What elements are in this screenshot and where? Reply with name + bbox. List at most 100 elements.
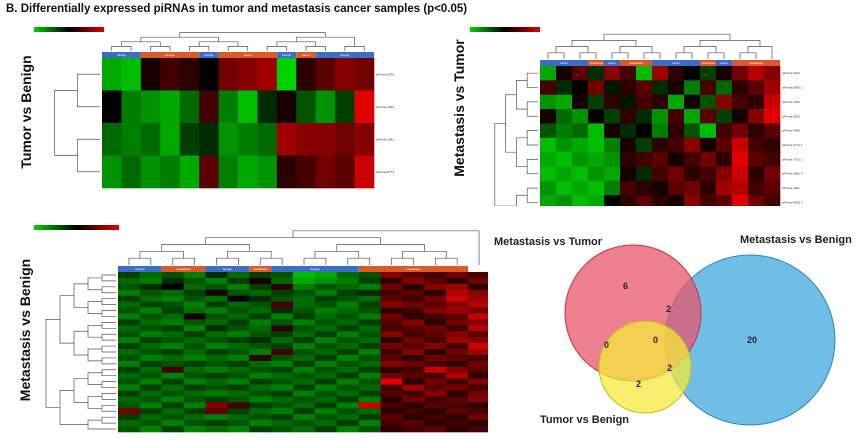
heatmap-cell [118, 325, 141, 332]
heatmap-cell [748, 137, 765, 153]
heatmap-cell [139, 301, 163, 308]
column-dendrogram-branch [179, 32, 326, 38]
heatmap-cell [249, 372, 272, 379]
heatmap-metastasis-vs-benign: benign metastasis benign metastasis benign me… [45, 230, 488, 433]
heatmap-cell [380, 331, 403, 338]
sample-group-bar [732, 60, 780, 66]
heatmap-cell [402, 289, 425, 297]
heatmap-cell [271, 420, 294, 427]
sample-group-bar [540, 60, 588, 66]
heatmap-cell [293, 366, 316, 374]
heatmap-cell [118, 378, 141, 385]
heatmap-cell [588, 80, 605, 96]
heatmap-cell [139, 426, 163, 433]
row-dendrogram-branch [101, 298, 116, 305]
sample-group-label: benign [282, 53, 291, 57]
heatmap-cell [271, 378, 294, 385]
heatmap-cell [139, 384, 163, 391]
heatmap-cell [118, 354, 141, 362]
heatmap-cell [668, 80, 685, 96]
heatmap-cell [249, 420, 272, 427]
heatmap-cell [205, 289, 228, 297]
sample-group-label: benign [204, 53, 213, 57]
heatmap-cell [335, 90, 355, 124]
heatmap-cell [588, 195, 605, 206]
heatmap-cell [205, 331, 228, 338]
column-dendrogram-branch [347, 257, 370, 265]
row-dendrogram-branch [101, 369, 116, 377]
sample-group-label: benign [340, 53, 349, 57]
heatmap-cell [227, 426, 250, 433]
heatmap-cell [161, 343, 184, 350]
column-dendrogram-branch [139, 250, 184, 259]
heatmap-cell [271, 283, 294, 291]
heatmap-cell [183, 384, 206, 391]
heatmap-cell [446, 325, 469, 332]
heatmap-cell [205, 384, 228, 391]
column-dendrogram-branch [675, 52, 693, 59]
row-dendrogram-branch [101, 345, 116, 353]
row-dendrogram-branch [76, 73, 100, 108]
heatmap-cell [315, 155, 336, 189]
heatmap-cell [652, 94, 669, 110]
heatmap-cell [556, 123, 573, 139]
heatmap-cell [636, 166, 653, 182]
heatmap-cell [227, 283, 250, 291]
heatmap-cell [380, 272, 403, 279]
heatmap-cell [424, 337, 447, 344]
heatmap-cell [161, 349, 184, 356]
heatmap-cell [271, 426, 294, 433]
heatmap-cell [102, 155, 122, 189]
heatmap-cell [139, 366, 163, 374]
heatmap-cell [161, 283, 184, 291]
heatmap-cell [636, 152, 653, 167]
heatmap-cell [183, 420, 206, 427]
heatmap-cell [227, 384, 250, 391]
heatmap-cell [271, 372, 294, 379]
heatmap-cell [572, 152, 589, 167]
heatmap-cell [358, 420, 381, 427]
heatmap-cell [604, 94, 621, 110]
heatmap-cell [249, 354, 272, 362]
heatmap-cell [161, 420, 184, 427]
heatmap-cell [424, 408, 447, 415]
heatmap-cell [402, 283, 425, 291]
heatmap-cell [249, 408, 272, 415]
heatmap-cell [700, 94, 717, 110]
heatmap-cell [336, 384, 360, 391]
row-dendrogram-branch [101, 357, 116, 365]
heatmap-cell [604, 152, 621, 167]
venn-count-mb-tb: 2 [667, 363, 672, 373]
heatmap-cell [380, 289, 403, 297]
heatmap-cell [336, 319, 360, 326]
heatmap-cell [293, 402, 316, 409]
heatmap-cell [336, 277, 360, 285]
column-dendrogram-branch [336, 244, 425, 252]
heatmap-cell [380, 325, 403, 332]
heatmap-cell [205, 301, 228, 308]
heatmap-cell [748, 152, 765, 167]
heatmap-cell [446, 360, 469, 368]
heatmap-cell [424, 414, 447, 421]
row-dendrogram-branch [73, 283, 88, 308]
heatmap-cell [716, 109, 733, 124]
heatmap-cell [620, 137, 637, 153]
row-dendrogram-branch [101, 322, 116, 329]
heatmap-cell [336, 426, 360, 433]
heatmap-cell [161, 372, 184, 379]
heatmap-cell [183, 343, 206, 350]
heatmap-cell [468, 396, 488, 403]
heatmap-cell [121, 155, 142, 189]
heatmap-cell [183, 277, 206, 285]
heatmap-cell [314, 319, 338, 326]
heatmap-cell [160, 90, 181, 124]
heatmap-cell [684, 180, 701, 196]
heatmap-cell [540, 66, 557, 81]
column-dendrogram-branch [266, 46, 287, 51]
sample-group-bar [161, 266, 206, 272]
heatmap-cell [227, 319, 250, 326]
heatmap-cell [668, 123, 685, 139]
heatmap-cell [296, 123, 317, 156]
heatmap-cell [161, 366, 184, 374]
heatmap-cell [402, 366, 425, 374]
